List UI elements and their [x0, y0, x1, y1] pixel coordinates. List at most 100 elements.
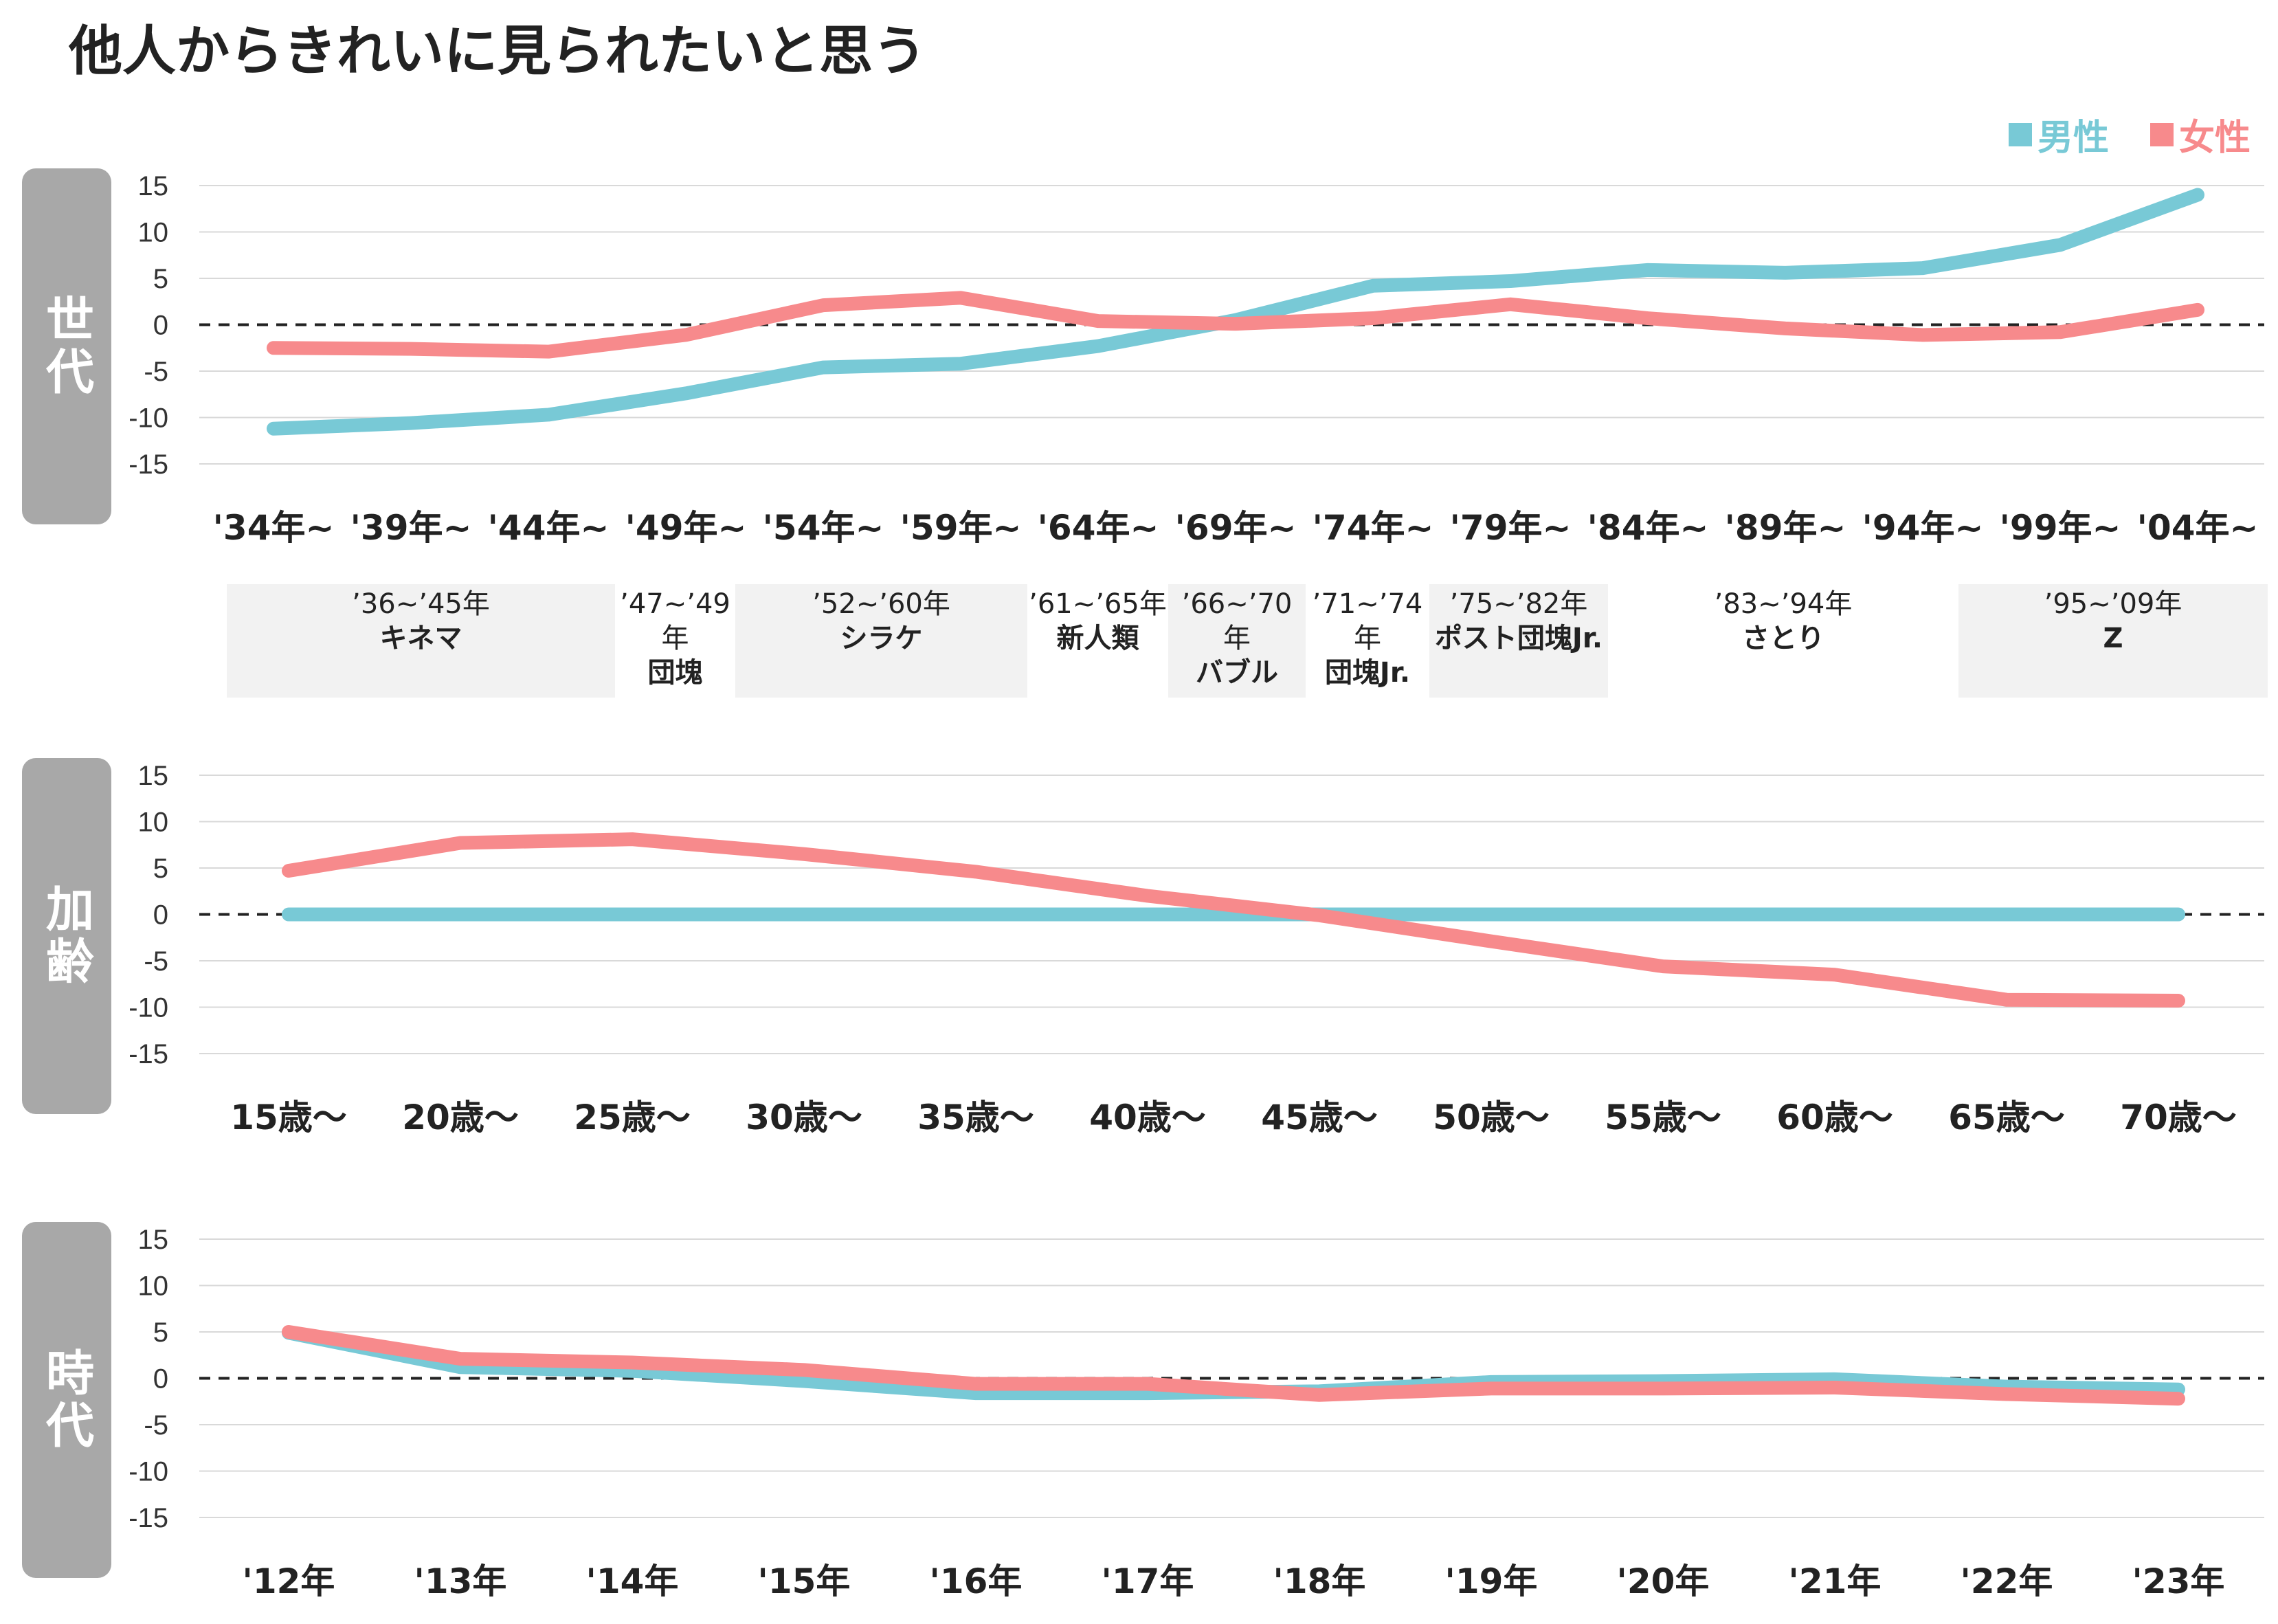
x-tick-label: '69年~ [1175, 508, 1297, 548]
generation-years: ’47~’49年 [620, 588, 730, 654]
x-tick-label: '64年~ [1038, 508, 1159, 548]
x-tick-label: '59年~ [900, 508, 1022, 548]
generation-name: 団塊 [647, 657, 703, 689]
x-tick-label: '79年~ [1450, 508, 1572, 548]
y-tick-label: -15 [129, 1503, 168, 1533]
panel-tab-aging: 加齢 [22, 758, 111, 1114]
x-tick-label: '20年 [1617, 1561, 1710, 1601]
panel-label-aging: 加齢 [38, 884, 95, 988]
x-tick-label: '19年 [1445, 1561, 1538, 1601]
y-tick-label: -15 [129, 449, 168, 480]
x-tick-label: '18年 [1273, 1561, 1366, 1601]
generation-years: ’52~’60年 [812, 588, 950, 620]
generation-name: 団塊Jr. [1324, 657, 1411, 689]
generation-years: ’71~’74年 [1312, 588, 1423, 654]
x-tick-label: '89年~ [1725, 508, 1846, 548]
legend: 男性 女性 [2008, 109, 2251, 160]
x-tick-label: 55歳～ [1605, 1098, 1721, 1137]
x-tick-label: '84年~ [1587, 508, 1709, 548]
panel-label-period: 時代 [38, 1348, 95, 1452]
y-tick-label: -10 [129, 993, 168, 1023]
y-tick-label: 5 [153, 854, 168, 884]
generation-cell: ’83~’94年 さとり [1608, 584, 1958, 698]
y-tick-label: 0 [153, 900, 168, 931]
x-tick-label: '17年 [1102, 1561, 1194, 1601]
x-tick-label: '16年 [930, 1561, 1023, 1601]
y-tick-label: 0 [153, 311, 168, 341]
x-tick-label: 65歳～ [1948, 1098, 2065, 1137]
x-tick-label: 50歳～ [1433, 1098, 1550, 1137]
generation-name: バブル [1196, 657, 1278, 689]
series-line-male [267, 188, 2204, 436]
generation-years: ’66~’70年 [1181, 588, 1293, 654]
x-tick-label: '39年~ [350, 508, 472, 548]
legend-swatch-male [2008, 122, 2032, 146]
x-tick-label: 20歳～ [402, 1098, 519, 1137]
y-tick-label: 10 [138, 808, 169, 838]
generation-cell: ’36~’45年 キネマ [227, 584, 615, 698]
y-tick-label: -5 [144, 357, 168, 387]
generation-years: ’36~’45年 [352, 588, 490, 620]
series-line-female [267, 291, 2204, 359]
x-tick-label: 35歳～ [917, 1098, 1034, 1137]
chart-title: 他人からきれいに見られたいと思う [69, 21, 927, 82]
generation-cell: ’47~’49年 団塊 [615, 584, 735, 698]
generation-years: ’95~’09年 [2044, 588, 2182, 620]
generation-band: ’36~’45年 キネマ ’47~’49年 団塊 ’52~’60年 シラケ ’61~’65年… [227, 584, 2268, 698]
legend-label-female: 女性 [2178, 118, 2251, 159]
legend-label-male: 男性 [2037, 118, 2109, 159]
legend-swatch-female [2149, 122, 2174, 146]
legend-item-male: 男性 [2008, 109, 2109, 160]
x-tick-label: '22年 [1961, 1561, 2053, 1601]
generation-years: ’61~’65年 [1029, 588, 1167, 620]
x-tick-label: '04年~ [2137, 508, 2259, 548]
generation-cell: ’66~’70年 バブル [1168, 584, 1306, 698]
generation-cell: ’95~’09年 Z [1958, 584, 2268, 698]
generation-cell: ’61~’65年 新人類 [1027, 584, 1168, 698]
y-tick-label: 5 [153, 1317, 168, 1348]
series-line-female [282, 1325, 2185, 1406]
x-tick-label: '99年~ [2000, 508, 2121, 548]
generation-cell: ’71~’74年 団塊Jr. [1306, 584, 1429, 698]
generation-years: ’75~’82年 [1449, 588, 1588, 620]
generation-name: ポスト団塊Jr. [1434, 623, 1603, 654]
x-tick-label: 30歳～ [746, 1098, 862, 1137]
x-tick-label: '21年 [1789, 1561, 1881, 1601]
y-tick-label: -5 [144, 946, 168, 977]
series-line-female [282, 832, 2185, 1008]
generation-name: キネマ [379, 623, 462, 654]
y-tick-label: 15 [138, 761, 169, 791]
x-tick-label: '49年~ [625, 508, 747, 548]
legend-item-female: 女性 [2149, 109, 2251, 160]
generation-cell: ’75~’82年 ポスト団塊Jr. [1429, 584, 1608, 698]
y-tick-label: 15 [138, 171, 169, 201]
x-tick-label: 40歳～ [1089, 1098, 1206, 1137]
x-tick-label: '23年 [2132, 1561, 2225, 1601]
x-tick-label: '15年 [758, 1561, 851, 1601]
y-tick-label: -5 [144, 1410, 168, 1441]
panel-tab-period: 時代 [22, 1222, 111, 1578]
y-tick-label: 10 [138, 218, 169, 248]
x-tick-label: 70歳～ [2120, 1098, 2237, 1137]
x-tick-label: '44年~ [488, 508, 610, 548]
y-tick-label: -10 [129, 1457, 168, 1487]
y-tick-label: 15 [138, 1225, 169, 1255]
generation-name: Z [2103, 623, 2123, 654]
x-tick-label: 60歳～ [1776, 1098, 1893, 1137]
generation-cell: ’52~’60年 シラケ [735, 584, 1027, 698]
x-tick-label: '94年~ [1862, 508, 1984, 548]
y-tick-label: 10 [138, 1271, 169, 1302]
x-tick-label: '12年 [243, 1561, 335, 1601]
generation-years: ’83~’94年 [1714, 588, 1853, 620]
y-tick-label: -10 [129, 403, 168, 434]
x-tick-label: 15歳～ [230, 1098, 347, 1137]
x-tick-label: '14年 [586, 1561, 679, 1601]
generation-name: 新人類 [1056, 623, 1139, 654]
panel-tab-generation: 世代 [22, 168, 111, 524]
x-tick-label: 45歳～ [1261, 1098, 1378, 1137]
generation-name: シラケ [840, 623, 923, 654]
generation-name: さとり [1742, 623, 1824, 654]
x-tick-label: '34年~ [213, 508, 335, 548]
y-tick-label: 5 [153, 264, 168, 294]
